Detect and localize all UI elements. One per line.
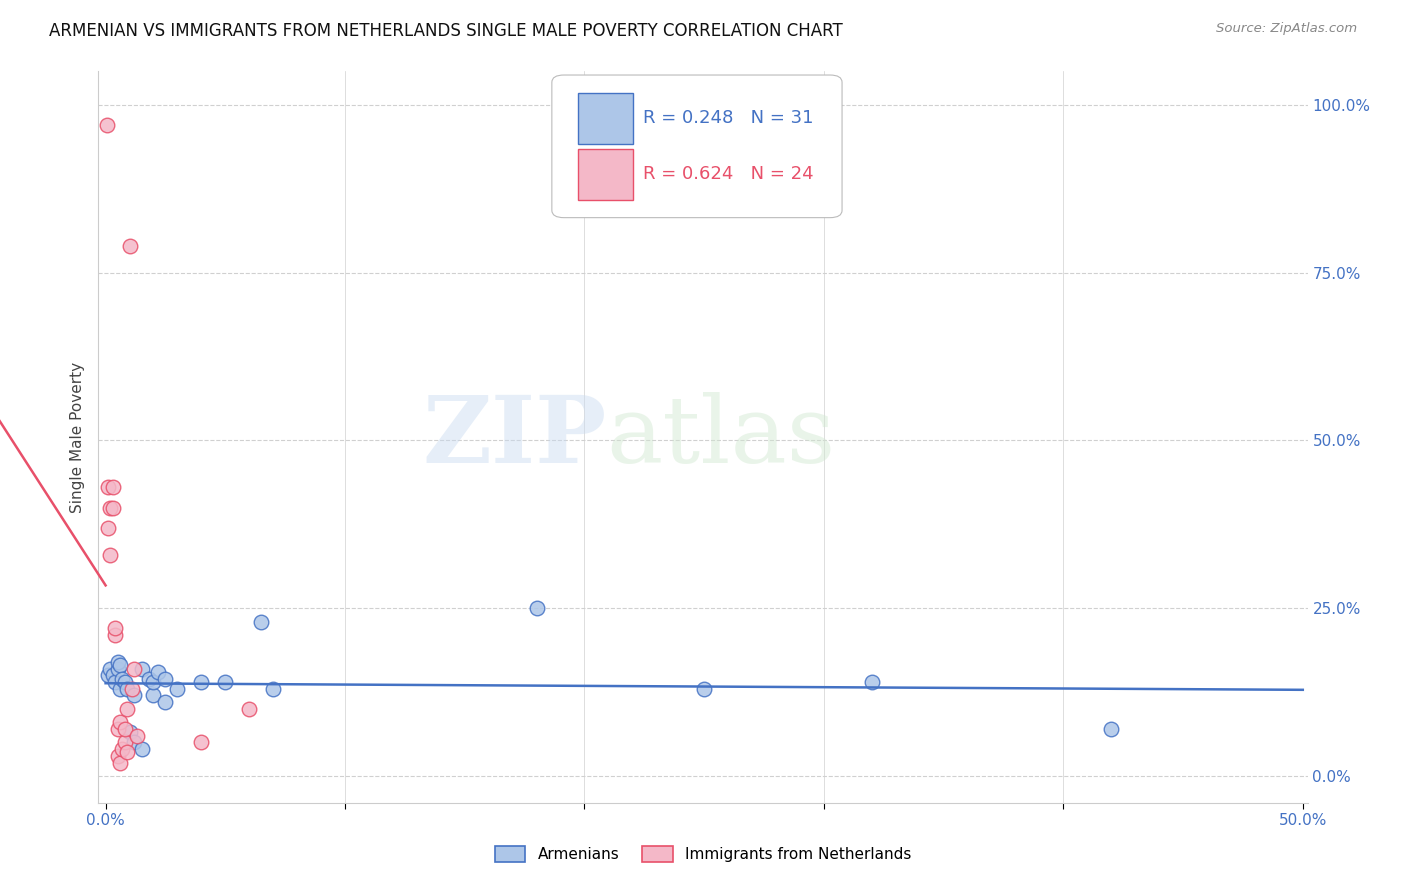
Text: R = 0.624   N = 24: R = 0.624 N = 24 xyxy=(643,166,813,184)
Point xyxy=(100,548,122,562)
Point xyxy=(118,239,141,253)
Y-axis label: Single Male Poverty: Single Male Poverty xyxy=(70,361,86,513)
Point xyxy=(104,675,127,690)
Point xyxy=(115,702,138,716)
Point xyxy=(107,655,129,669)
Point xyxy=(97,480,120,494)
Point xyxy=(121,681,143,696)
Point xyxy=(108,715,131,730)
Point xyxy=(166,681,188,696)
Legend: Armenians, Immigrants from Netherlands: Armenians, Immigrants from Netherlands xyxy=(489,840,917,868)
Point xyxy=(108,681,131,696)
Text: atlas: atlas xyxy=(606,392,835,482)
Point xyxy=(142,689,165,703)
FancyBboxPatch shape xyxy=(578,149,633,200)
Point xyxy=(148,665,170,679)
Point xyxy=(238,702,260,716)
Point xyxy=(124,689,146,703)
Point xyxy=(214,675,236,690)
Point xyxy=(101,500,124,515)
Text: Source: ZipAtlas.com: Source: ZipAtlas.com xyxy=(1216,22,1357,36)
Point xyxy=(111,672,134,686)
Point xyxy=(107,722,129,736)
Point xyxy=(118,725,141,739)
Point xyxy=(96,118,118,132)
Point xyxy=(97,668,120,682)
Point xyxy=(107,748,129,763)
Point xyxy=(114,722,136,736)
Point xyxy=(250,615,273,629)
Point xyxy=(124,662,146,676)
Point xyxy=(97,521,120,535)
Point xyxy=(114,675,136,690)
Point xyxy=(142,675,165,690)
Point xyxy=(104,628,127,642)
Point xyxy=(1099,722,1122,736)
Point xyxy=(125,729,148,743)
Point xyxy=(100,662,122,676)
Point xyxy=(101,668,124,682)
Point xyxy=(693,681,716,696)
Point xyxy=(190,735,212,749)
Point xyxy=(114,735,136,749)
Point xyxy=(124,735,146,749)
Point xyxy=(138,672,160,686)
FancyBboxPatch shape xyxy=(578,93,633,144)
Point xyxy=(262,681,284,696)
Point xyxy=(108,756,131,770)
Point xyxy=(115,746,138,760)
Point xyxy=(526,601,548,615)
Text: ARMENIAN VS IMMIGRANTS FROM NETHERLANDS SINGLE MALE POVERTY CORRELATION CHART: ARMENIAN VS IMMIGRANTS FROM NETHERLANDS … xyxy=(49,22,844,40)
FancyBboxPatch shape xyxy=(551,75,842,218)
Point xyxy=(131,742,153,756)
Point xyxy=(100,500,122,515)
Point xyxy=(107,662,129,676)
Text: ZIP: ZIP xyxy=(422,392,606,482)
Text: R = 0.248   N = 31: R = 0.248 N = 31 xyxy=(643,109,813,128)
Point xyxy=(115,681,138,696)
Point xyxy=(101,480,124,494)
Point xyxy=(111,742,134,756)
Point xyxy=(104,621,127,635)
Point xyxy=(190,675,212,690)
Point xyxy=(860,675,883,690)
Point xyxy=(155,695,177,709)
Point xyxy=(155,672,177,686)
Point xyxy=(108,658,131,673)
Point xyxy=(131,662,153,676)
